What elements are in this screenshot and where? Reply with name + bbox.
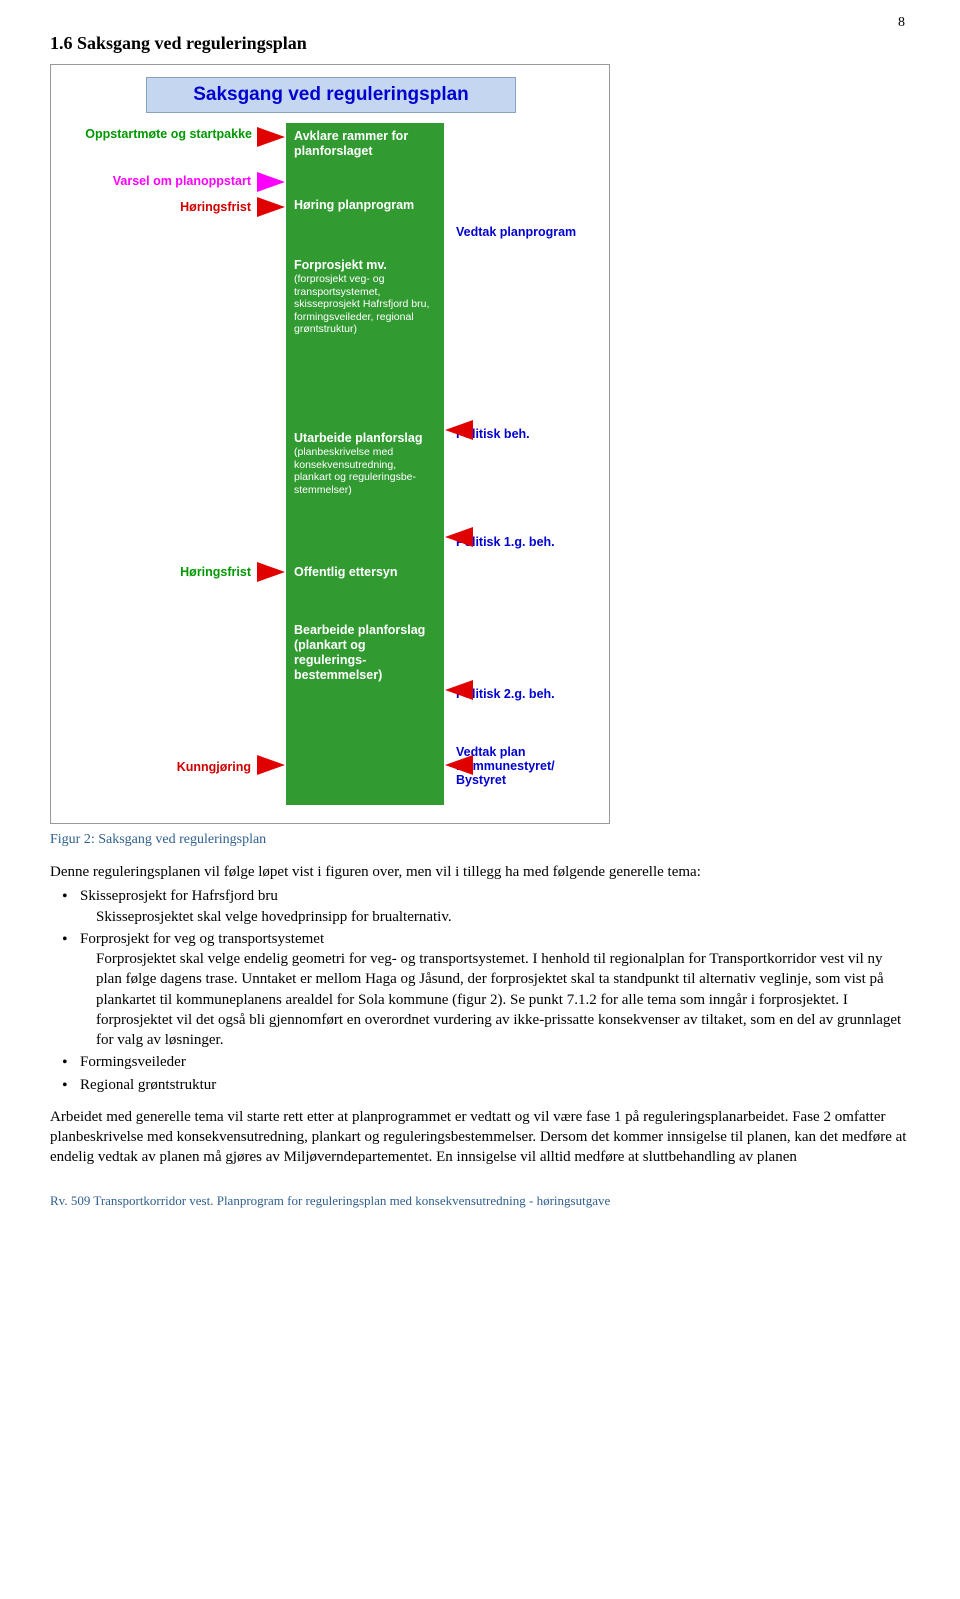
process-column: Avklare rammer for planforslaget Høring p… [286, 123, 444, 805]
left-label: Høringsfrist [161, 565, 251, 579]
figure-caption: Figur 2: Saksgang ved reguleringsplan [50, 832, 910, 848]
diagram-frame: Saksgang ved reguleringsplan Avklare ram… [50, 64, 610, 824]
red-arrow-icon [257, 562, 285, 582]
intro-paragraph: Denne reguleringsplanen vil følge løpet … [50, 862, 910, 882]
right-label: Politisk 2.g. beh. [456, 687, 596, 701]
left-label: Kunngjøring [159, 760, 251, 774]
right-label: Politisk beh. [456, 427, 596, 441]
list-item: Formingsveileder [80, 1052, 910, 1072]
bullet-list: Skisseprosjekt for Hafrsfjord bru Skisse… [50, 886, 910, 1095]
red-arrow-icon [445, 680, 473, 700]
process-step: Høring planprogram [294, 198, 436, 213]
footer-text: Rv. 509 Transportkorridor vest. Planprog… [50, 1193, 910, 1209]
bullet-text: Forprosjekt for veg og transportsystemet [80, 931, 324, 947]
bullet-sub: Skisseprosjektet skal velge hovedprinsip… [50, 907, 910, 927]
diagram-title: Saksgang ved reguleringsplan [146, 77, 516, 113]
process-step: Offentlig ettersyn [294, 565, 436, 580]
list-item: Forprosjekt for veg og transportsystemet… [80, 929, 910, 1051]
process-step: Avklare rammer for planforslaget [294, 129, 436, 159]
bullet-text: Regional grøntstruktur [80, 1077, 216, 1093]
right-label: Vedtak plan Kommunestyret/ Bystyret [456, 745, 596, 787]
right-label: Vedtak planprogram [456, 225, 596, 239]
process-step: Utarbeide planforslag(planbeskrivelse me… [294, 431, 436, 496]
red-arrow-icon [257, 127, 285, 147]
body-paragraph: Arbeidet med generelle tema vil starte r… [50, 1107, 910, 1168]
bullet-text: Formingsveileder [80, 1054, 186, 1070]
red-arrow-icon [257, 197, 285, 217]
list-item: Regional grøntstruktur [80, 1075, 910, 1095]
magenta-arrow-icon [257, 172, 285, 192]
right-label: Politisk 1.g. beh. [456, 535, 596, 549]
process-step: Forprosjekt mv.(forprosjekt veg- og tran… [294, 258, 436, 336]
red-arrow-icon [445, 420, 473, 440]
left-label: Høringsfrist [161, 200, 251, 214]
process-step: Bearbeide planforslag (plankart og regul… [294, 623, 436, 683]
left-label: Varsel om planoppstart [81, 174, 251, 188]
list-item: Skisseprosjekt for Hafrsfjord bru Skisse… [80, 886, 910, 927]
section-heading: 1.6 Saksgang ved reguleringsplan [50, 33, 910, 54]
red-arrow-icon [445, 527, 473, 547]
red-arrow-icon [445, 755, 473, 775]
left-label: Oppstartmøte og startpakke [57, 127, 252, 141]
bullet-sub: Forprosjektet skal velge endelig geometr… [50, 949, 910, 1050]
bullet-text: Skisseprosjekt for Hafrsfjord bru [80, 888, 278, 904]
red-arrow-icon [257, 755, 285, 775]
page-number: 8 [898, 15, 905, 31]
